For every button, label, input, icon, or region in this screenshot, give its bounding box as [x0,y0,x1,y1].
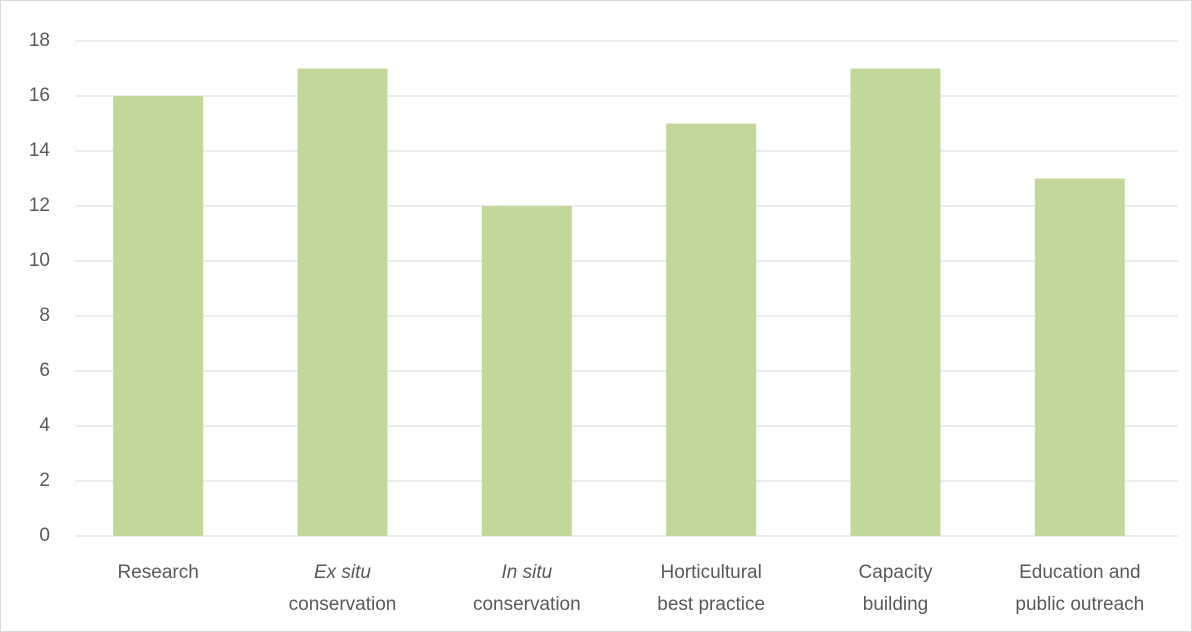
y-tick-label: 12 [29,195,50,216]
y-tick-label: 14 [29,140,51,161]
x-tick-label: In situ [501,562,552,583]
bar [481,206,572,536]
y-tick-label: 10 [29,250,50,271]
y-tick-label: 8 [39,305,50,326]
x-tick-label: building [863,594,929,615]
x-tick-label: Ex situ [314,562,371,583]
bar [1034,178,1125,536]
bar [666,123,757,536]
x-tick-label: Horticultural [660,562,761,583]
x-tick-label: Capacity [859,562,933,583]
x-tick-label: conservation [473,594,581,615]
x-tick-label: public outreach [1015,594,1144,615]
x-tick-label: conservation [289,594,397,615]
x-tick-label: best practice [657,594,765,615]
y-tick-label: 16 [29,85,50,106]
bar [850,68,941,536]
bar [297,68,388,536]
x-tick-label: Research [118,562,199,583]
y-tick-label: 0 [39,525,50,546]
x-tick-label: Education and [1019,562,1141,583]
bar [113,96,204,536]
y-tick-label: 2 [39,470,50,491]
y-tick-label: 4 [39,415,50,436]
y-tick-label: 18 [29,30,50,51]
y-tick-label: 6 [39,360,50,381]
